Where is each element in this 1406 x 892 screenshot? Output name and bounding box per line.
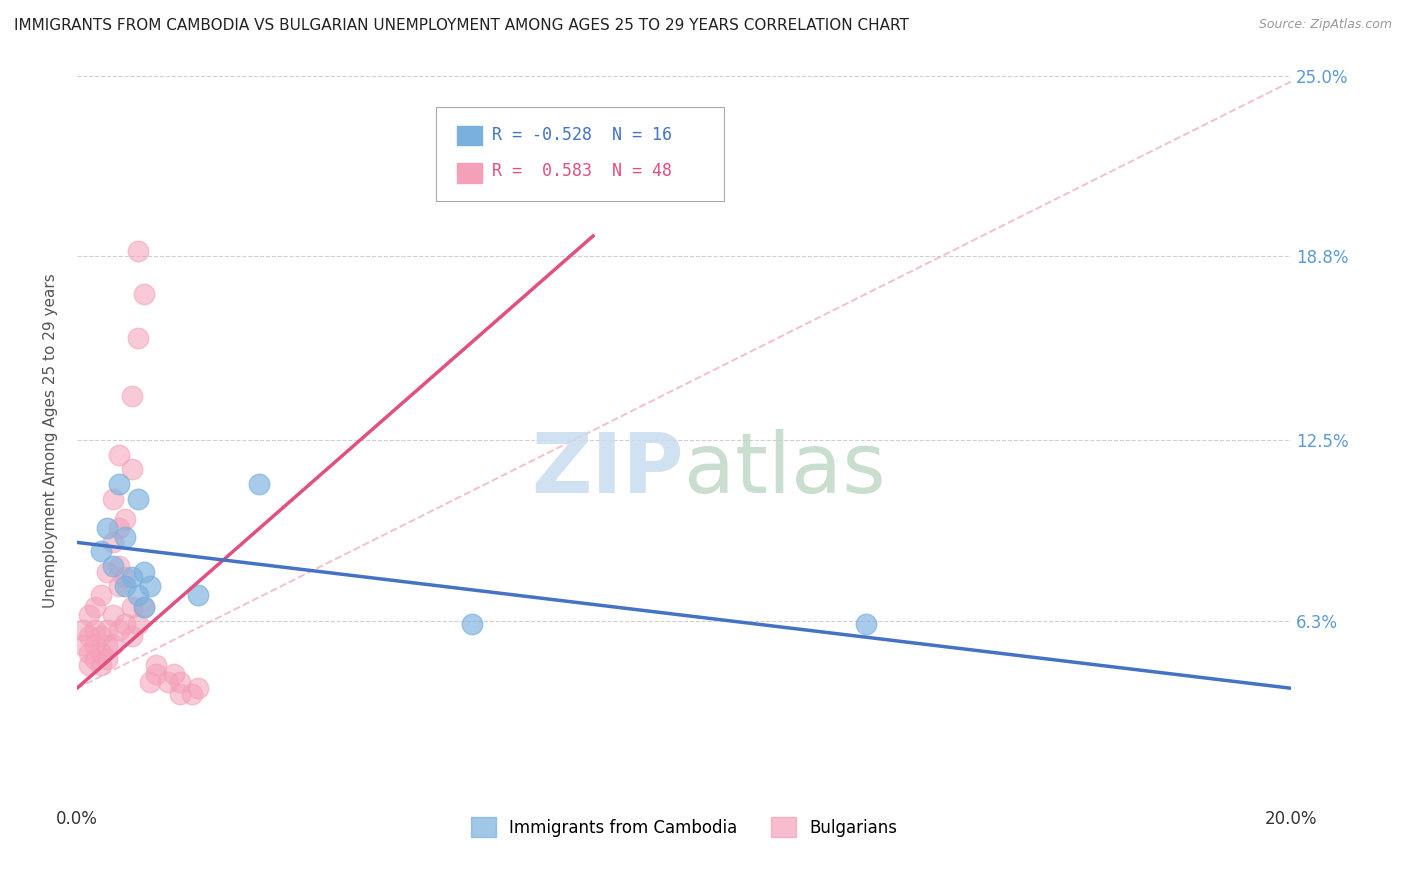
Point (108, 448, 131, 462)
Point (127, 244, 149, 258)
Point (90, 646, 112, 660)
Point (103, 608, 125, 623)
Point (121, 629, 143, 643)
Point (103, 638, 125, 652)
Point (127, 588, 149, 602)
Point (114, 512, 136, 526)
Point (132, 565, 155, 579)
Text: R = -0.528  N = 16: R = -0.528 N = 16 (492, 126, 672, 144)
Y-axis label: Unemployment Among Ages 25 to 29 years: Unemployment Among Ages 25 to 29 years (44, 273, 58, 607)
Point (96, 565, 118, 579)
Point (108, 477, 131, 491)
Point (77, 646, 100, 660)
Point (84, 638, 107, 652)
Point (163, 666, 186, 681)
Point (108, 558, 131, 573)
Point (247, 477, 270, 491)
Point (96, 623, 118, 637)
Point (132, 599, 155, 614)
Point (855, 617, 877, 632)
Text: atlas: atlas (685, 429, 886, 510)
Point (156, 675, 179, 690)
Point (114, 570, 136, 584)
Point (127, 617, 149, 632)
Point (84, 623, 107, 637)
Point (84, 599, 107, 614)
Point (169, 675, 191, 690)
Point (103, 558, 125, 573)
Point (96, 638, 118, 652)
Point (72, 638, 94, 652)
Point (114, 579, 136, 593)
Point (96, 521, 118, 535)
Point (108, 579, 131, 593)
Point (181, 687, 204, 701)
Text: IMMIGRANTS FROM CAMBODIA VS BULGARIAN UNEMPLOYMENT AMONG AGES 25 TO 29 YEARS COR: IMMIGRANTS FROM CAMBODIA VS BULGARIAN UN… (14, 18, 908, 33)
Point (145, 657, 167, 672)
Point (138, 579, 160, 593)
Point (132, 287, 155, 301)
Point (121, 462, 143, 476)
Point (84, 652, 107, 666)
Point (121, 570, 143, 584)
Point (90, 657, 112, 672)
Point (77, 629, 100, 643)
Point (103, 535, 125, 549)
Point (114, 617, 136, 632)
Point (460, 617, 482, 632)
Point (103, 491, 125, 506)
Point (187, 588, 209, 602)
Point (96, 652, 118, 666)
Point (127, 331, 149, 345)
Point (138, 675, 160, 690)
Point (169, 687, 191, 701)
Point (121, 599, 143, 614)
Point (108, 521, 131, 535)
Point (90, 544, 112, 558)
Legend: Immigrants from Cambodia, Bulgarians: Immigrants from Cambodia, Bulgarians (464, 811, 904, 844)
Point (77, 608, 100, 623)
Text: R =  0.583  N = 48: R = 0.583 N = 48 (492, 162, 672, 180)
Point (127, 491, 149, 506)
Text: Source: ZipAtlas.com: Source: ZipAtlas.com (1258, 18, 1392, 31)
Point (90, 588, 112, 602)
Point (187, 681, 209, 696)
Point (108, 623, 131, 637)
Point (145, 666, 167, 681)
Point (77, 657, 100, 672)
Point (132, 599, 155, 614)
Text: ZIP: ZIP (531, 429, 685, 510)
Point (90, 629, 112, 643)
Point (72, 623, 94, 637)
Point (114, 530, 136, 544)
Point (121, 390, 143, 404)
